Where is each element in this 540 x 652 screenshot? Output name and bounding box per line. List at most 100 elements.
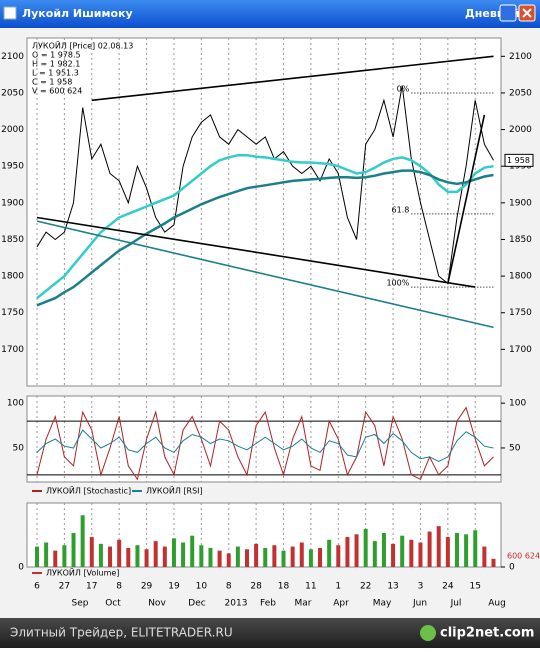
x-month-label: Sep: [72, 599, 89, 609]
x-month-label: Oct: [105, 599, 121, 609]
fib-label: 100%: [386, 279, 409, 288]
series-line: [36, 406, 494, 481]
y-tick-label-right: 2000: [509, 125, 532, 135]
trend-line: [36, 216, 476, 288]
volume-bar: [473, 530, 478, 567]
x-day-label: 29: [141, 582, 153, 592]
x-month-label: Jul: [450, 599, 462, 609]
volume-bar: [354, 534, 359, 567]
x-day-label: 11: [305, 582, 316, 592]
footer-bar: [0, 618, 540, 648]
info-line: V = 600 624: [32, 87, 82, 96]
x-day-label: 18: [278, 582, 290, 592]
x-day-label: 24: [442, 582, 454, 592]
volume-bar: [181, 542, 186, 567]
series-line: [36, 429, 494, 462]
y-tick-label-right: 1800: [509, 272, 532, 282]
y-tick-label-right: 1750: [509, 308, 532, 318]
volume-bar: [345, 537, 350, 567]
volume-bar: [372, 541, 377, 567]
volume-bar: [44, 542, 49, 567]
legend-label: ЛУКОЙЛ [Stochastic]: [46, 485, 131, 496]
volume-bar: [144, 549, 149, 567]
fib-label: 61.8: [392, 205, 410, 214]
x-day-label: 10: [196, 582, 208, 592]
x-month-label: Aug: [488, 599, 506, 609]
x-month-label: 2013: [225, 599, 248, 609]
volume-bar: [190, 535, 195, 567]
x-day-label: 17: [86, 582, 97, 592]
x-day-label: 19: [168, 582, 180, 592]
x-day-label: 13: [387, 582, 398, 592]
y-tick-label-right: 1850: [509, 235, 532, 245]
y-tick-label: 50: [13, 443, 25, 453]
volume-bar: [80, 515, 85, 567]
x-month-label: May: [373, 599, 392, 609]
trend-line: [447, 114, 486, 284]
y-tick-label-right: 100: [509, 399, 526, 409]
x-day-label: 3: [418, 582, 424, 592]
volume-bar: [290, 546, 295, 567]
window-title: Лукойл Ишимоку: [22, 7, 133, 20]
y-tick-label-right: 50: [509, 443, 521, 453]
x-month-label: Dec: [188, 599, 205, 609]
current-label: 1 958: [507, 156, 530, 165]
y-tick-label: 1900: [1, 198, 24, 208]
series-line: [36, 85, 494, 285]
x-day-label: 8: [226, 582, 232, 592]
y-tick-label-right: 1700: [509, 345, 532, 355]
x-month-label: Jun: [412, 599, 427, 609]
volume-bar: [162, 546, 167, 567]
y-tick-label: 0: [18, 563, 24, 573]
y-tick-label: 1800: [1, 272, 24, 282]
y-tick-label: 2100: [1, 52, 24, 62]
volume-bar: [153, 541, 158, 567]
close-icon: [522, 8, 532, 18]
volume-bar: [336, 545, 341, 567]
volume-bar: [244, 549, 249, 567]
maximize-button[interactable]: [499, 4, 517, 22]
volume-bar: [226, 553, 231, 567]
volume-bar: [199, 545, 204, 567]
info-line: H = 1 982.1: [32, 60, 80, 69]
y-tick-label: 2000: [1, 125, 24, 135]
volume-bar: [445, 537, 450, 567]
volume-bar: [409, 539, 414, 567]
volume-bar: [171, 538, 176, 567]
last-volume-label: 600 624: [507, 551, 540, 560]
volume-bar: [427, 531, 432, 567]
volume-bar: [135, 545, 140, 567]
volume-bar: [89, 537, 94, 567]
volume-bar: [418, 542, 423, 567]
x-month-label: Feb: [260, 599, 276, 609]
volume-bar: [108, 546, 113, 567]
volume-bar: [217, 550, 222, 567]
window-icon: [3, 6, 17, 20]
x-day-label: 1: [335, 582, 341, 592]
y-tick-label: 2050: [1, 88, 24, 98]
legend-label: ЛУКОЙЛ [Volume]: [46, 567, 119, 578]
footer-right: clip2net.com: [440, 626, 534, 641]
volume-bar: [126, 547, 131, 567]
info-line: ЛУКОЙЛ [Price] 02.08.13: [32, 40, 133, 51]
y-tick-label: 1850: [1, 235, 24, 245]
volume-bar: [71, 532, 76, 567]
volume-bar: [263, 547, 268, 567]
y-tick-label-right: 2100: [509, 52, 532, 62]
volume-bar: [272, 545, 277, 567]
title-bar: [0, 0, 540, 28]
trend-line: [36, 220, 494, 329]
volume-bar: [53, 550, 58, 567]
volume-bar: [327, 539, 332, 567]
volume-bar: [391, 543, 396, 567]
volume-bar: [117, 539, 122, 567]
x-day-label: 27: [59, 582, 70, 592]
series-line: [36, 153, 494, 300]
y-tick-label-right: 1900: [509, 198, 532, 208]
y-tick-label-right: 2050: [509, 88, 532, 98]
x-day-label: 28: [250, 582, 262, 592]
volume-bar: [254, 543, 259, 567]
volume-bar: [208, 547, 213, 567]
y-tick-label: 1750: [1, 308, 24, 318]
